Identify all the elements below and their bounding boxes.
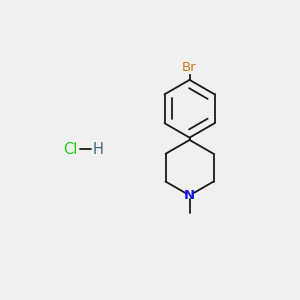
Text: Br: Br: [182, 61, 197, 74]
Text: Cl: Cl: [63, 142, 77, 157]
Text: N: N: [184, 189, 195, 202]
Text: H: H: [92, 142, 104, 157]
